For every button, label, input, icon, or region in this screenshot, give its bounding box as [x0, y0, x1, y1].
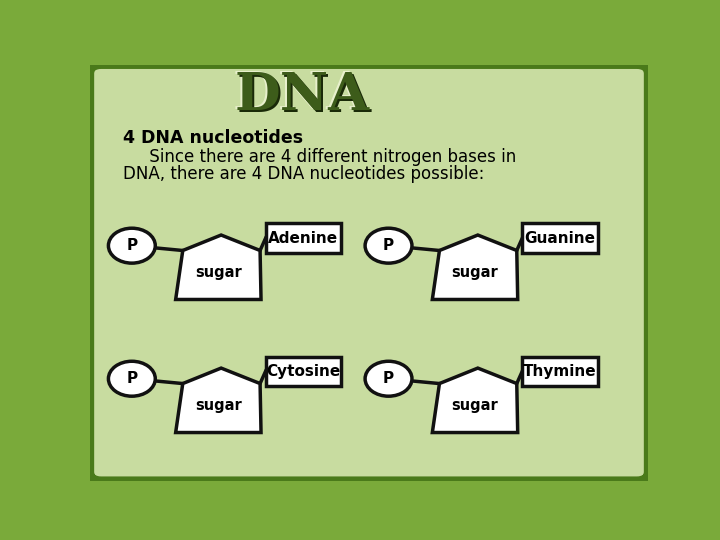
- Text: DNA, there are 4 DNA nucleotides possible:: DNA, there are 4 DNA nucleotides possibl…: [124, 165, 485, 183]
- Text: Adenine: Adenine: [269, 231, 338, 246]
- Text: Thymine: Thymine: [523, 363, 597, 379]
- Polygon shape: [432, 368, 518, 433]
- Polygon shape: [176, 235, 261, 300]
- Polygon shape: [432, 235, 518, 300]
- Circle shape: [365, 228, 412, 263]
- FancyBboxPatch shape: [522, 356, 598, 386]
- Text: sugar: sugar: [195, 265, 242, 280]
- Text: P: P: [383, 371, 394, 386]
- Text: Since there are 4 different nitrogen bases in: Since there are 4 different nitrogen bas…: [124, 148, 517, 166]
- Circle shape: [109, 361, 156, 396]
- Text: DNA: DNA: [235, 71, 369, 122]
- FancyBboxPatch shape: [90, 65, 648, 481]
- Text: sugar: sugar: [195, 399, 242, 413]
- Polygon shape: [176, 368, 261, 433]
- FancyBboxPatch shape: [522, 224, 598, 253]
- Text: P: P: [126, 238, 138, 253]
- Text: 4 DNA nucleotides: 4 DNA nucleotides: [124, 129, 304, 147]
- Text: DNA: DNA: [237, 72, 372, 123]
- Text: DNA: DNA: [233, 69, 367, 120]
- FancyBboxPatch shape: [266, 224, 341, 253]
- FancyBboxPatch shape: [266, 356, 341, 386]
- Text: P: P: [383, 238, 394, 253]
- Text: sugar: sugar: [451, 265, 498, 280]
- Circle shape: [365, 361, 412, 396]
- Text: Guanine: Guanine: [524, 231, 595, 246]
- Text: sugar: sugar: [451, 399, 498, 413]
- Text: P: P: [126, 371, 138, 386]
- Text: Cytosine: Cytosine: [266, 363, 341, 379]
- Circle shape: [109, 228, 156, 263]
